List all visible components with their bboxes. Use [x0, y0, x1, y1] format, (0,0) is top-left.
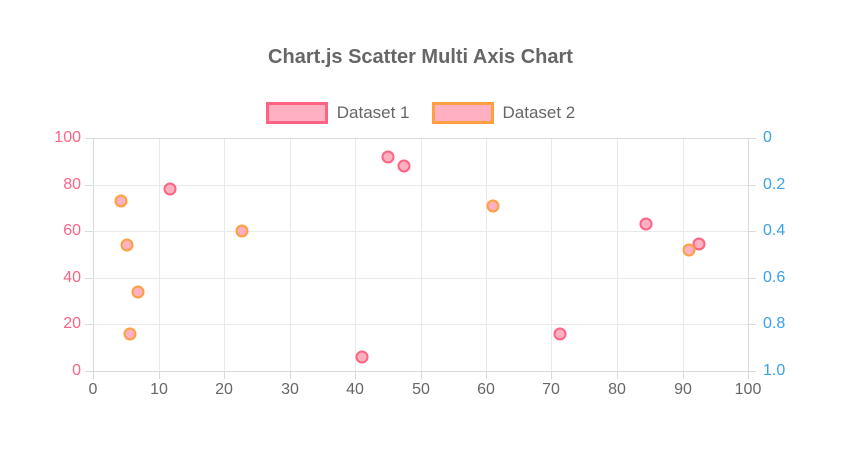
- legend-label: Dataset 2: [502, 103, 576, 122]
- x-tick-label: 90: [674, 381, 692, 398]
- x-gridline: [421, 138, 422, 371]
- x-tick-label: 10: [150, 381, 168, 398]
- y-left-tick-label: 100: [54, 129, 81, 146]
- y-left-tick-mark: [85, 278, 93, 279]
- x-tick-mark: [617, 371, 618, 379]
- legend-swatch: [431, 102, 494, 124]
- y-gridline: [93, 231, 748, 232]
- y-right-tick-label: 0.2: [763, 176, 786, 193]
- x-tick-label: 70: [542, 381, 560, 398]
- x-tick-label: 100: [734, 381, 762, 398]
- x-tick-label: 30: [281, 381, 299, 398]
- y-left-tick-label: 40: [63, 269, 81, 286]
- scatter-point-dataset-1[interactable]: [639, 217, 653, 231]
- plot-area: [93, 138, 749, 372]
- x-tick-label: 0: [88, 381, 98, 398]
- y-right-tick-mark: [748, 324, 756, 325]
- x-tick-mark: [355, 371, 356, 379]
- x-gridline: [486, 138, 487, 371]
- y-right-tick-label: 1.0: [763, 362, 786, 379]
- legend-label: Dataset 1: [336, 103, 410, 122]
- y-left-tick-label: 60: [63, 222, 81, 239]
- scatter-point-dataset-1[interactable]: [355, 350, 369, 364]
- scatter-point-dataset-2[interactable]: [120, 238, 134, 252]
- x-tick-mark: [421, 371, 422, 379]
- x-gridline: [551, 138, 552, 371]
- x-tick-mark: [551, 371, 552, 379]
- y-gridline: [93, 185, 748, 186]
- y-right-tick-mark: [748, 231, 756, 232]
- x-gridline: [617, 138, 618, 371]
- x-tick-label: 20: [215, 381, 233, 398]
- y-left-tick-mark: [85, 138, 93, 139]
- y-gridline: [93, 278, 748, 279]
- y-right-tick-mark: [748, 138, 756, 139]
- y-left-tick-label: 20: [63, 315, 81, 332]
- y-gridline: [93, 324, 748, 325]
- y-left-tick-mark: [85, 185, 93, 186]
- scatter-point-dataset-1[interactable]: [397, 159, 411, 173]
- legend: Dataset 1 Dataset 2: [0, 102, 841, 124]
- scatter-point-dataset-2[interactable]: [131, 285, 145, 299]
- x-gridline: [355, 138, 356, 371]
- x-gridline: [93, 138, 94, 371]
- x-gridline: [290, 138, 291, 371]
- scatter-point-dataset-2[interactable]: [235, 224, 249, 238]
- y-right-tick-label: 0: [763, 129, 772, 146]
- chart-title: Chart.js Scatter Multi Axis Chart: [268, 46, 573, 68]
- scatter-point-dataset-1[interactable]: [163, 182, 177, 196]
- x-tick-label: 50: [412, 381, 430, 398]
- y-right-tick-mark: [748, 371, 756, 372]
- scatter-point-dataset-1[interactable]: [553, 327, 567, 341]
- legend-swatch: [265, 102, 328, 124]
- y-right-tick-mark: [748, 278, 756, 279]
- x-tick-mark: [93, 371, 94, 379]
- scatter-point-dataset-2[interactable]: [123, 327, 137, 341]
- y-left-tick-mark: [85, 324, 93, 325]
- y-left-tick-mark: [85, 371, 93, 372]
- x-gridline: [748, 138, 749, 371]
- y-left-tick-mark: [85, 231, 93, 232]
- x-tick-label: 40: [346, 381, 364, 398]
- y-right-tick-mark: [748, 185, 756, 186]
- x-tick-mark: [224, 371, 225, 379]
- y-left-tick-label: 0: [72, 362, 81, 379]
- x-tick-label: 80: [608, 381, 626, 398]
- y-gridline: [93, 138, 748, 139]
- y-right-tick-label: 0.4: [763, 222, 786, 239]
- scatter-point-dataset-2[interactable]: [114, 194, 128, 208]
- scatter-point-dataset-1[interactable]: [381, 150, 395, 164]
- y-right-tick-label: 0.8: [763, 315, 786, 332]
- legend-item-dataset-2[interactable]: Dataset 2: [431, 102, 576, 124]
- x-tick-mark: [290, 371, 291, 379]
- legend-item-dataset-1[interactable]: Dataset 1: [265, 102, 410, 124]
- x-gridline: [683, 138, 684, 371]
- scatter-point-dataset-2[interactable]: [486, 199, 500, 213]
- x-tick-mark: [159, 371, 160, 379]
- x-gridline: [224, 138, 225, 371]
- y-right-tick-label: 0.6: [763, 269, 786, 286]
- x-tick-mark: [486, 371, 487, 379]
- x-gridline: [159, 138, 160, 371]
- y-left-tick-label: 80: [63, 176, 81, 193]
- scatter-point-dataset-2[interactable]: [682, 243, 696, 257]
- x-tick-label: 60: [477, 381, 495, 398]
- x-tick-mark: [748, 371, 749, 379]
- y-gridline: [93, 371, 748, 372]
- x-tick-mark: [683, 371, 684, 379]
